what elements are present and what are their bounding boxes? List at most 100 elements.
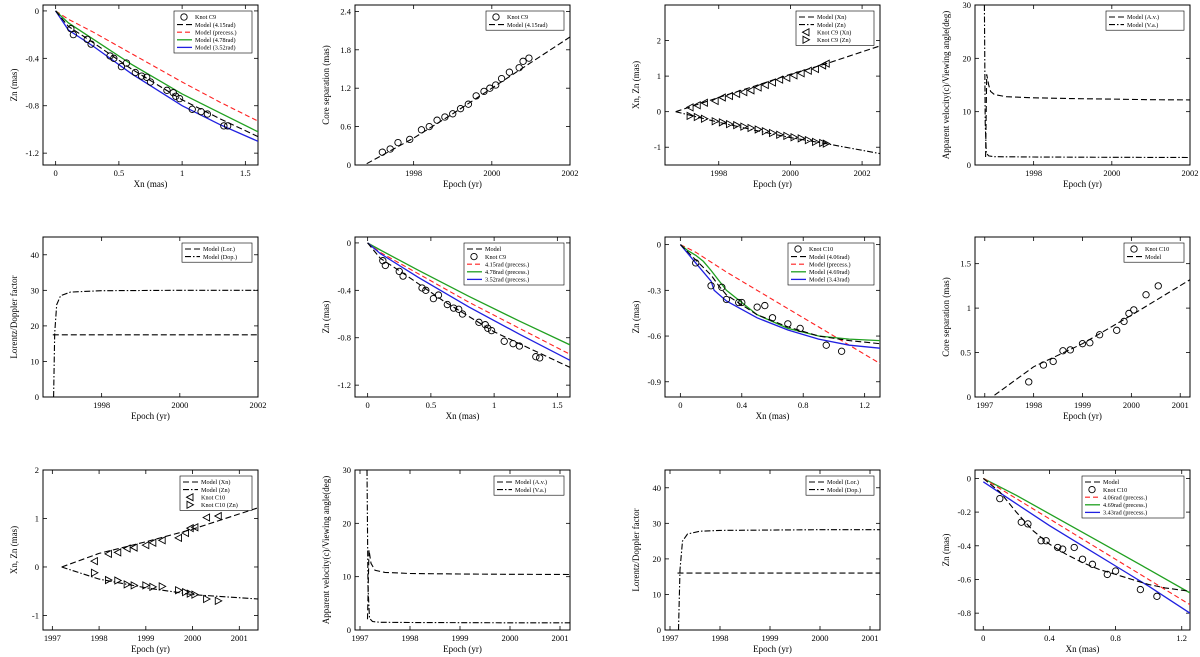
y-axis-label: Apparent velocity(c)/Viewing angle(deg) [321,476,331,624]
x-axis-label: Epoch (yr) [1063,411,1102,421]
x-tick-label: 2001 [231,633,248,643]
y-axis-label: Zn (mas) [321,301,331,334]
data-point [692,259,700,267]
y-tick-label: -0.4 [338,285,352,295]
legend-label: Model (4.15rad) [507,22,548,29]
data-point [443,300,451,309]
legend-label: Model [1145,254,1161,261]
x-tick-label: 2002 [562,168,579,178]
data-point [197,108,205,116]
data-point [1059,347,1067,355]
data-point [480,87,488,96]
data-point [425,122,433,131]
data-point [726,119,734,129]
data-point [141,540,150,550]
legend-label: Model [485,246,501,253]
series-line-model-v-a- [983,5,1190,159]
series-line-model-4-06rad- [680,244,880,345]
data-point [753,83,762,92]
series-line-4-69rad-precess- [983,477,1190,594]
series-line-4-78rad-precess- [367,242,570,346]
data-point [213,511,222,521]
data-point [456,105,465,113]
y-axis-label: Core separation (mas) [941,277,951,356]
data-point [1153,592,1161,600]
data-layer [982,477,1190,614]
x-tick-label: 0.8 [798,400,809,410]
data-layer [55,10,258,142]
data-point [796,69,805,78]
y-tick-label: -0.8 [26,101,39,111]
data-point [822,341,830,349]
legend-label: Model (Dop.) [203,254,237,261]
data-point [769,128,777,138]
data-point [143,73,151,81]
data-point [137,72,146,80]
data-point [735,298,743,307]
legend-label: Model (4.69rad) [809,269,850,276]
legend-box [485,10,565,31]
data-point [113,548,122,557]
data-point [1024,520,1032,528]
x-axis-label: Epoch (yr) [443,644,482,654]
series-line-model-xn- [61,507,258,568]
y-tick-label: 10 [963,107,972,117]
x-tick-label: 2001 [552,633,569,643]
legend-marker [794,245,802,253]
data-point [172,92,180,100]
legend-label: Model (Lor.) [827,479,859,486]
x-tick-label: 1.2 [859,400,870,410]
data-point [804,135,813,145]
data-point [747,123,756,133]
data-point [515,342,524,350]
data-point [378,148,387,156]
x-tick-label: 1997 [352,633,369,643]
data-layer [367,242,570,368]
legend-label: 4.69rad (precess.) [1103,502,1147,509]
data-point [131,68,139,77]
series-line-model-dop- [677,529,880,630]
y-tick-label: 1 [967,303,971,313]
y-tick-label: 30 [31,285,40,295]
legend-label: Knot C9 (Xn) [817,29,851,36]
y-tick-label: -0.8 [338,333,351,343]
x-tick-label: 2001 [862,633,879,643]
legend-box [1123,242,1185,263]
data-layer [366,36,570,165]
data-point [418,284,426,292]
data-point [455,305,463,313]
data-point [1120,317,1128,326]
data-point [775,75,784,84]
y-tick-label: 30 [963,0,972,10]
data-point [733,120,742,130]
series-line-model-4-15rad- [366,36,570,165]
x-tick-label: 1998 [1025,400,1042,410]
y-tick-label: -0.6 [958,574,971,584]
data-point [1142,291,1150,299]
data-point [1078,555,1087,563]
legend-label: Knot C9 (Zn) [817,37,851,44]
x-tick-label: 2000 [1123,400,1140,410]
data-point [487,326,496,335]
x-tick-label: 1998 [91,633,108,643]
data-point [186,589,195,598]
legend-label: Model (4.15rad) [195,22,236,29]
x-tick-label: 2000 [812,633,829,643]
y-tick-label: 1 [35,513,39,523]
chart-panel-3: 1998 2000 2002 -1 0 1 2 Epoch (yr) Xn, Zn (mas) M… [631,4,881,189]
y-tick-label: 0 [35,562,39,572]
legend-label: Model (Zn) [201,487,230,494]
data-point [429,294,438,303]
data-point [525,54,533,62]
chart-panel-2: 1998 2000 2002 0 0.6 1.2 1.8 2.4 Epoch (yr) Core … [321,4,579,189]
legend-label: Model (Dop.) [827,487,861,494]
data-point [1130,306,1138,314]
x-tick-label: 1 [180,168,184,178]
legend-label: Knot C10 [201,494,225,501]
series-knot-c9 [378,54,533,156]
data-point [464,100,473,108]
